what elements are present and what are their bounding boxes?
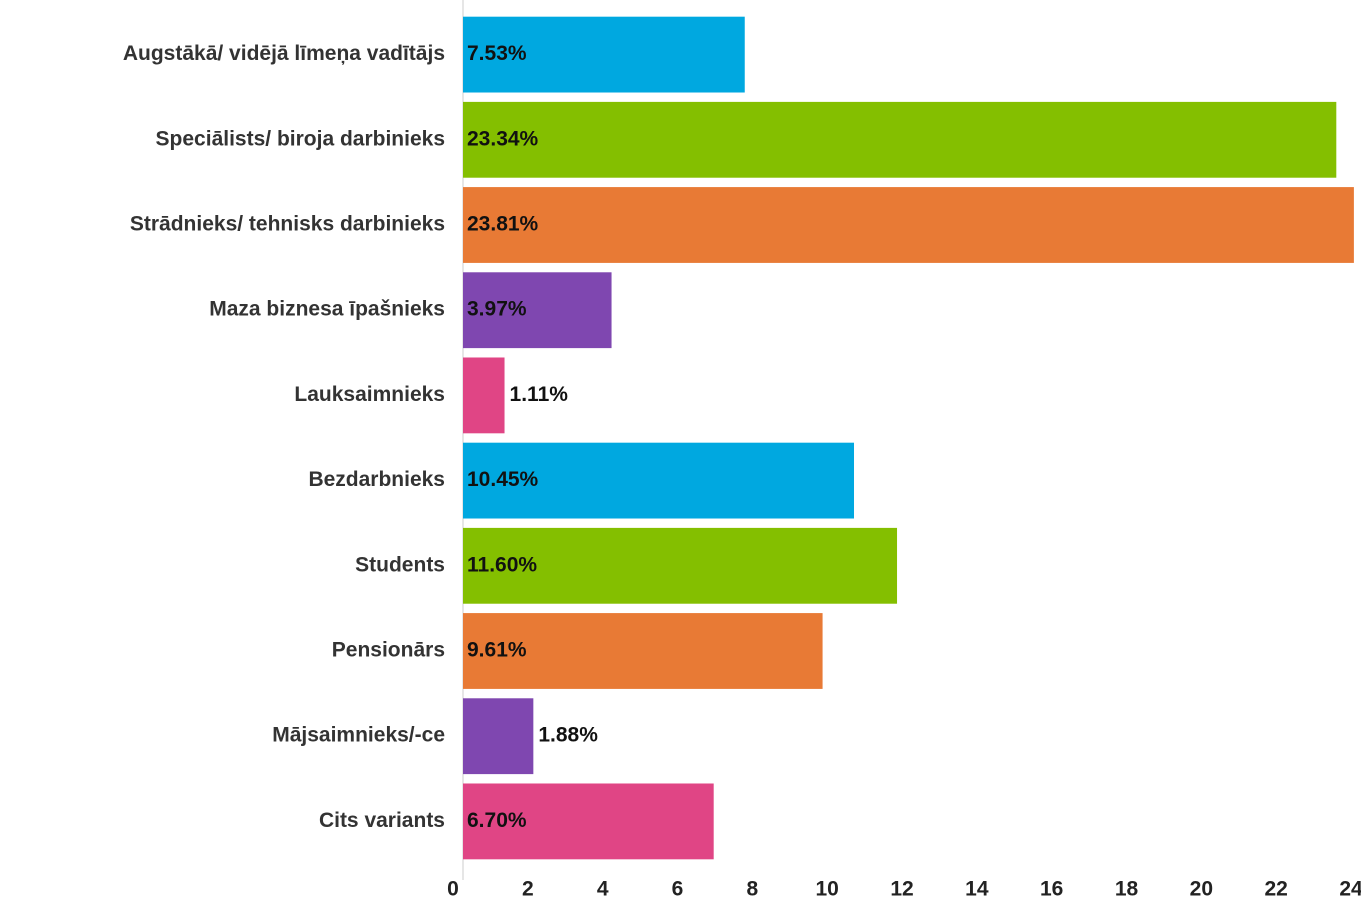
bar [463,101,1337,178]
value-label: 6.70% [467,809,527,832]
x-tick-label: 20 [1190,878,1213,901]
x-tick-label: 0 [447,878,459,901]
y-tick-label: Speciālists/ biroja darbinieks [156,127,445,150]
x-tick-label: 4 [597,878,609,901]
value-label: 7.53% [467,42,527,65]
x-tick-label: 14 [965,878,989,901]
bar [463,272,612,349]
bar [463,783,714,860]
y-tick-label: Pensionārs [332,639,445,662]
bar [463,698,534,775]
y-tick-label: Lauksaimnieks [294,383,445,406]
y-tick-label: Mājsaimnieks/-ce [272,724,445,747]
value-label: 23.34% [467,127,539,150]
y-tick-label: Cits variants [319,809,445,832]
value-label: 11.60% [467,553,537,576]
x-tick-label: 10 [815,878,838,901]
bar [463,187,1354,263]
value-label: 3.97% [467,298,527,321]
value-label: 1.11% [510,383,569,406]
y-tick-label: Students [355,553,445,576]
bar [463,527,898,604]
y-tick-label: Bezdarbnieks [308,468,445,491]
x-tick-label: 16 [1040,878,1063,901]
bar [463,613,823,689]
x-tick-label: 22 [1264,878,1287,901]
bar [463,16,745,93]
x-tick-label: 12 [890,878,913,901]
y-tick-label: Maza biznesa īpašnieks [209,298,445,321]
x-tick-label: 2 [522,878,534,901]
y-tick-label: Strādnieks/ tehnisks darbinieks [130,213,445,236]
value-label: 9.61% [467,639,527,662]
bar [463,357,505,434]
x-tick-label: 18 [1115,878,1139,901]
x-tick-label: 8 [746,878,758,901]
y-tick-label: Augstākā/ vidējā līmeņa vadītājs [123,42,445,65]
value-label: 1.88% [538,724,598,747]
x-tick-label: 24 [1339,878,1361,901]
bar [463,442,855,519]
value-label: 10.45% [467,468,539,491]
x-tick-label: 6 [672,878,684,901]
value-label: 23.81% [467,213,539,236]
